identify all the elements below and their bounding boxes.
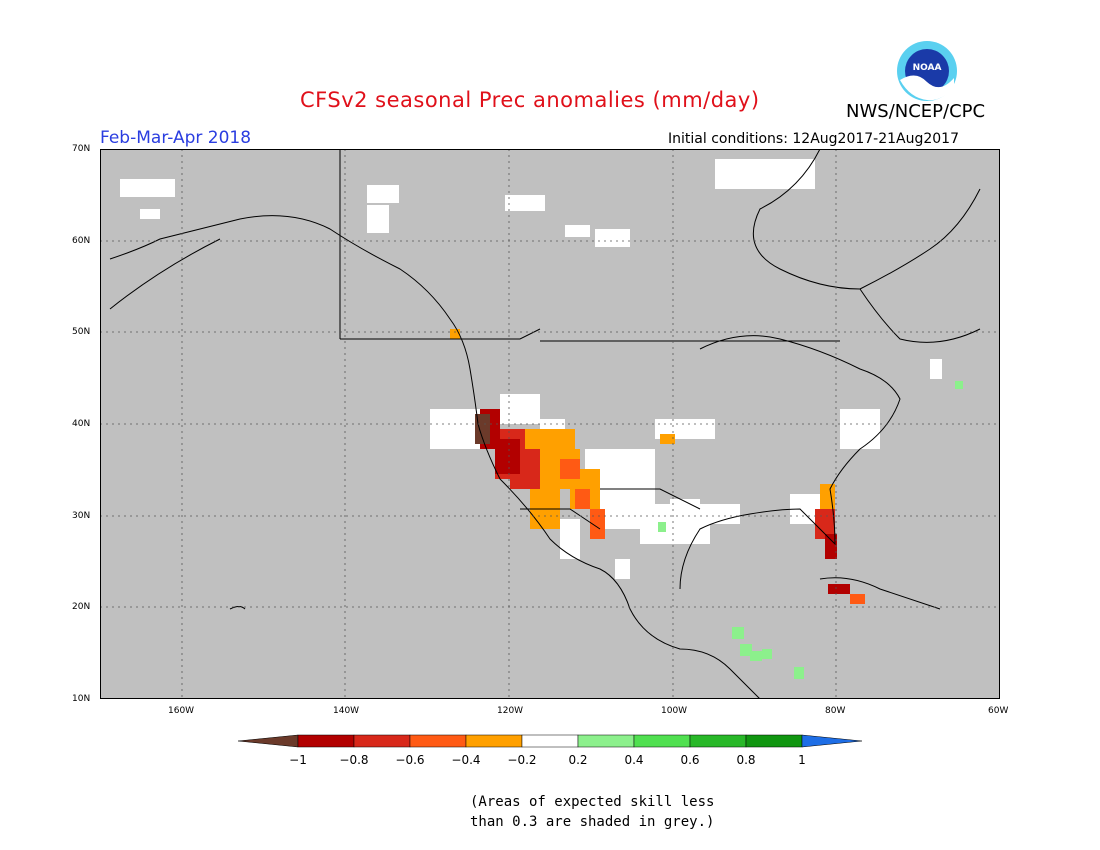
colorbar-cell (409, 734, 467, 748)
colorbar-tick-label: −0.2 (507, 753, 536, 767)
dry-anomaly-redorange (560, 459, 865, 604)
wet-anomaly-lightgreen (658, 381, 963, 679)
lat-label: 50N (72, 327, 91, 337)
lon-label: 80W (825, 706, 846, 716)
colorbar-tick-label: 0.4 (624, 753, 643, 767)
colorbar-cell (577, 734, 635, 748)
colorbar-tick-label: −0.8 (339, 753, 368, 767)
chart-title: CFSv2 seasonal Prec anomalies (mm/day) (300, 88, 760, 112)
season-label: Feb-Mar-Apr 2018 (100, 128, 252, 148)
colorbar-tick-label: 1 (798, 753, 806, 767)
initial-conditions-label: Initial conditions: 12Aug2017-21Aug2017 (668, 131, 959, 147)
lat-label: 20N (72, 602, 91, 612)
colorbar-tick-label: 0.6 (680, 753, 699, 767)
colorbar-cell (689, 734, 747, 748)
noaa-logo: NOAA (897, 41, 957, 101)
colorbar-cell (521, 734, 579, 748)
graticule (100, 149, 1000, 699)
lat-label: 40N (72, 419, 91, 429)
colorbar-cell (297, 734, 355, 748)
skill-note-line: (Areas of expected skill less (470, 794, 715, 810)
lon-label: 60W (988, 706, 1009, 716)
skill-note: (Areas of expected skill less than 0.3 a… (470, 792, 730, 832)
colorbar-tick-label: −1 (289, 753, 307, 767)
colorbar-tick-label: −0.6 (395, 753, 424, 767)
lon-label: 100W (661, 706, 688, 716)
colorbar: −1 −0.8 −0.6 −0.4 −0.2 0.2 0.4 0.6 0.8 1 (238, 734, 862, 767)
lat-label: 60N (72, 236, 91, 246)
agency-label: NWS/NCEP/CPC (846, 101, 986, 122)
colorbar-cell (238, 734, 299, 748)
colorbar-tick-label: 0.8 (736, 753, 755, 767)
lon-label: 120W (497, 706, 524, 716)
colorbar-cell (801, 734, 862, 748)
lat-label: 30N (72, 511, 91, 521)
lat-label: 70N (72, 144, 91, 154)
dry-anomaly-brown (475, 414, 490, 444)
colorbar-cell (465, 734, 523, 748)
skill-note-line: than 0.3 are shaded in grey.) (470, 814, 715, 830)
lat-label: 10N (72, 694, 91, 704)
colorbar-tick-label: 0.2 (568, 753, 587, 767)
svg-text:NOAA: NOAA (913, 63, 942, 73)
precip-anomaly-map (100, 149, 1000, 699)
colorbar-tick-label: −0.4 (451, 753, 480, 767)
lon-label: 140W (333, 706, 360, 716)
lon-label: 160W (168, 706, 195, 716)
colorbar-cell (633, 734, 691, 748)
colorbar-cell (745, 734, 803, 748)
colorbar-cell (353, 734, 411, 748)
